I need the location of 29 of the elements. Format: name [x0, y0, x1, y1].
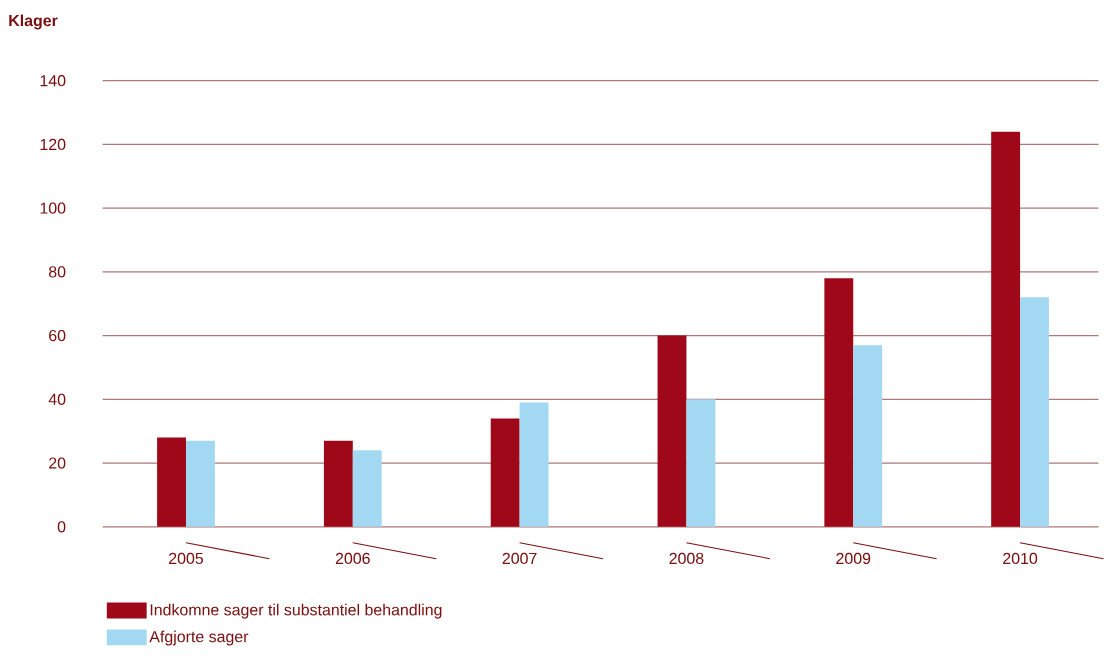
x-tick-label: 2007 [502, 552, 537, 564]
bar [1020, 297, 1049, 527]
bar [519, 402, 549, 527]
y-axis-title: Klager [9, 14, 58, 30]
x-tick-label: 2005 [169, 552, 204, 564]
legend-label: Indkomne sager til substantiel behandling [150, 603, 442, 619]
y-tick-label: 100 [40, 202, 66, 214]
x-tick-label: 2009 [836, 552, 871, 564]
bar [490, 418, 520, 527]
legend-label: Afgjorte sager [149, 630, 249, 646]
y-tick-label: 120 [40, 138, 66, 150]
y-tick-label: 0 [57, 521, 66, 533]
bar [352, 450, 382, 527]
bar [657, 335, 687, 527]
x-tick-label: 2008 [669, 552, 704, 564]
y-tick-label: 40 [48, 393, 66, 405]
x-tick-label: 2010 [1003, 552, 1038, 564]
bar [686, 399, 716, 527]
bar [185, 440, 215, 527]
y-tick-label: 60 [49, 329, 66, 342]
bar [323, 440, 353, 527]
bar [157, 437, 186, 527]
bar [824, 278, 854, 527]
bar [991, 131, 1021, 527]
bar [853, 345, 883, 527]
x-tick-label: 2006 [335, 552, 370, 564]
y-tick-label: 140 [40, 74, 66, 87]
y-tick-label: 80 [48, 266, 66, 278]
y-tick-label: 20 [49, 457, 66, 469]
